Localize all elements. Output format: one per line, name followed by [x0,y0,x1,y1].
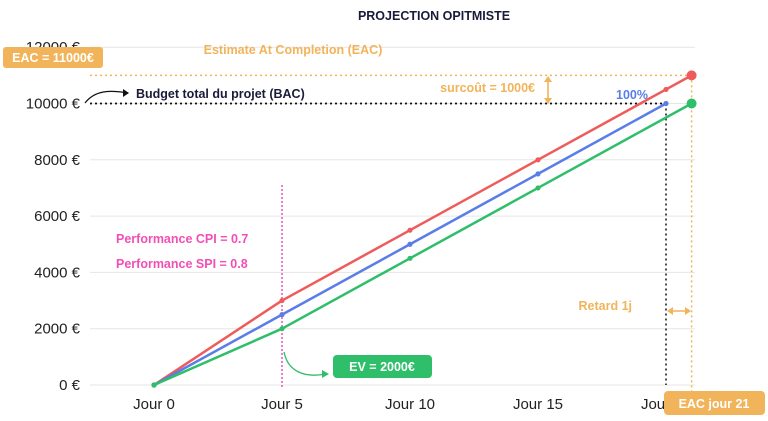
bac-label: Budget total du projet (BAC) [136,87,305,101]
ev-badge [333,355,432,378]
percent-label: 100% [616,88,648,102]
data-point [663,100,669,107]
guides [90,74,693,392]
data-point [663,86,669,93]
retard-arrow-head-left [667,307,673,315]
retard-label: Retard 1j [579,299,633,313]
eac-badge-label: EAC = 11000€ [12,51,94,65]
data-point [535,157,541,163]
bac-arrow-head [123,89,129,97]
surcout-label: surcoût = 1000€ [440,81,535,95]
x-tick-label: Jour 15 [513,396,563,413]
surcout-arrow-head-down [544,98,552,104]
series-group [151,70,697,388]
data-point [535,171,541,177]
y-tick-label: 6000 € [34,208,81,225]
chart-title: PROJECTION OPITMISTE [358,9,510,23]
annotations: EAC = 11000€ Estimate At Completion (EAC)… [3,43,765,415]
data-point [686,70,697,81]
retard-arrow-head-right [685,307,691,315]
x-tick-label: Jour 5 [261,396,303,413]
series-line-red [153,74,693,387]
y-tick-label: 8000 € [34,152,81,169]
bac-arrow [84,90,129,104]
y-tick-label: 10000 € [26,96,81,113]
ev-arrow-head [322,370,329,378]
spi-label: Performance SPI = 0.8 [116,257,248,271]
ev-badge-label: EV = 2000€ [349,360,415,374]
surcout-arrow-head-up [544,76,552,82]
eac-line-label: Estimate At Completion (EAC) [204,43,383,57]
x-tick-label: Jour 0 [133,396,175,413]
data-point [279,326,285,332]
y-tick-label: 0 € [59,377,81,394]
ev-arrow [283,351,327,376]
y-tick-label: 2000 € [34,321,81,338]
eac-day-badge-label: EAC jour 21 [679,397,750,411]
eac-day-badge [664,391,765,415]
y-tick-label: 4000 € [34,264,81,281]
data-point [151,382,157,388]
x-tick-label: Jour 10 [385,396,435,413]
data-point [279,312,285,318]
data-point [407,241,413,247]
data-point [535,185,541,191]
y-axis: 0 €2000 €4000 €6000 €8000 €10000 €12000 … [26,39,81,394]
data-point [407,227,413,233]
eac-badge [3,47,103,68]
data-point [279,297,285,304]
cpi-label: Performance CPI = 0.7 [116,232,248,246]
data-point [407,255,413,261]
data-point [686,98,697,109]
